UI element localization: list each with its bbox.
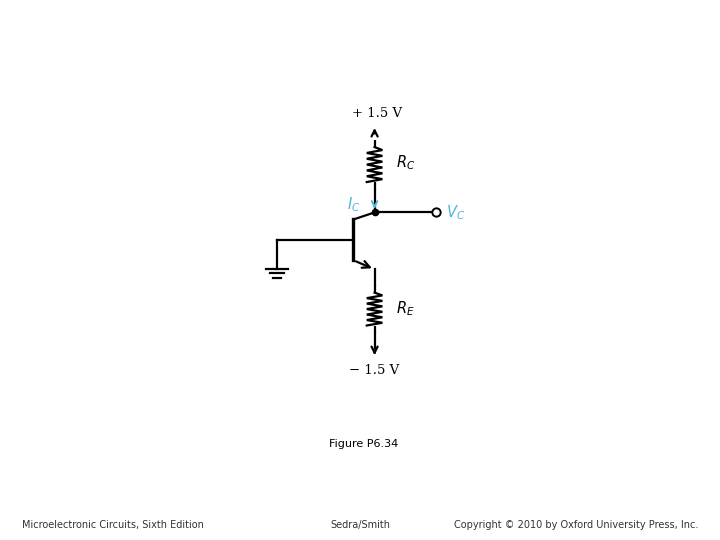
- Text: $R_E$: $R_E$: [396, 300, 415, 319]
- Text: Microelectronic Circuits, Sixth Edition: Microelectronic Circuits, Sixth Edition: [22, 520, 204, 530]
- Text: − 1.5 V: − 1.5 V: [349, 364, 400, 377]
- Text: $R_C$: $R_C$: [396, 153, 415, 172]
- Text: Sedra/Smith: Sedra/Smith: [330, 520, 390, 530]
- Text: Copyright © 2010 by Oxford University Press, Inc.: Copyright © 2010 by Oxford University Pr…: [454, 520, 698, 530]
- Text: + 1.5 V: + 1.5 V: [352, 107, 402, 120]
- Text: Figure P6.34: Figure P6.34: [329, 440, 398, 449]
- Text: $I_C$: $I_C$: [347, 195, 361, 214]
- Text: $V_C$: $V_C$: [446, 203, 465, 222]
